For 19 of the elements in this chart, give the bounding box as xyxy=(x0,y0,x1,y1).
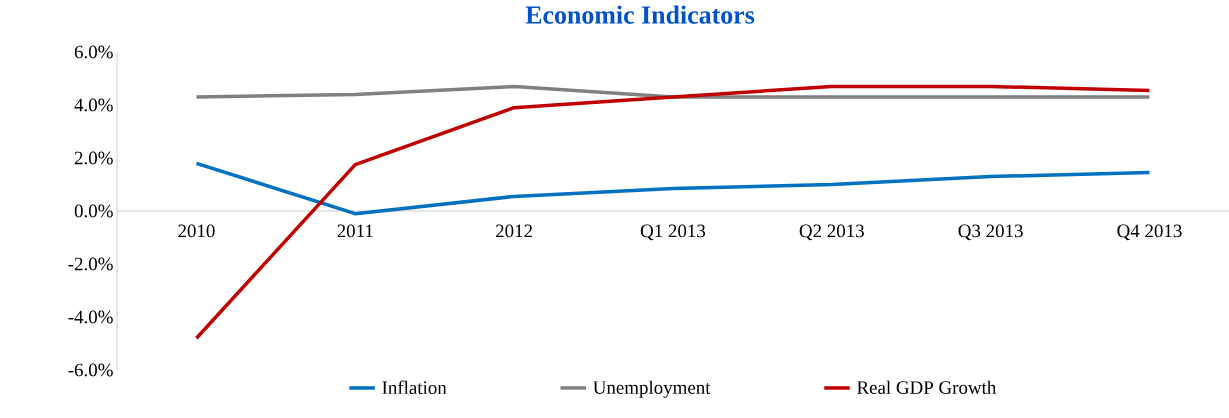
x-tick-label: 2012 xyxy=(496,224,532,238)
y-tick-label: 4.0% xyxy=(74,98,113,112)
y-tick-label: -4.0% xyxy=(68,310,113,324)
chart-title: Economic Indicators xyxy=(525,5,755,24)
x-tick-label: Q2 2013 xyxy=(799,224,864,241)
x-tick-label: 2010 xyxy=(178,224,215,238)
y-tick-label: -6.0% xyxy=(68,363,113,377)
x-tick-label: Q3 2013 xyxy=(958,224,1023,241)
y-tick-label: 0.0% xyxy=(74,204,113,218)
line-series xyxy=(194,161,1152,216)
x-tick-label: Q4 2013 xyxy=(1117,224,1182,241)
y-tick-label: 2.0% xyxy=(74,151,113,165)
y-tick-label: -2.0% xyxy=(68,257,113,271)
legend-label: Real GDP Growth xyxy=(857,380,997,394)
legend-label: Inflation xyxy=(382,380,447,395)
x-tick-label: Q1 2013 xyxy=(640,224,706,241)
x-tick-label: 2011 xyxy=(337,224,373,238)
legend-label: Unemployment xyxy=(593,380,711,398)
y-tick-label: 6.0% xyxy=(74,45,113,59)
